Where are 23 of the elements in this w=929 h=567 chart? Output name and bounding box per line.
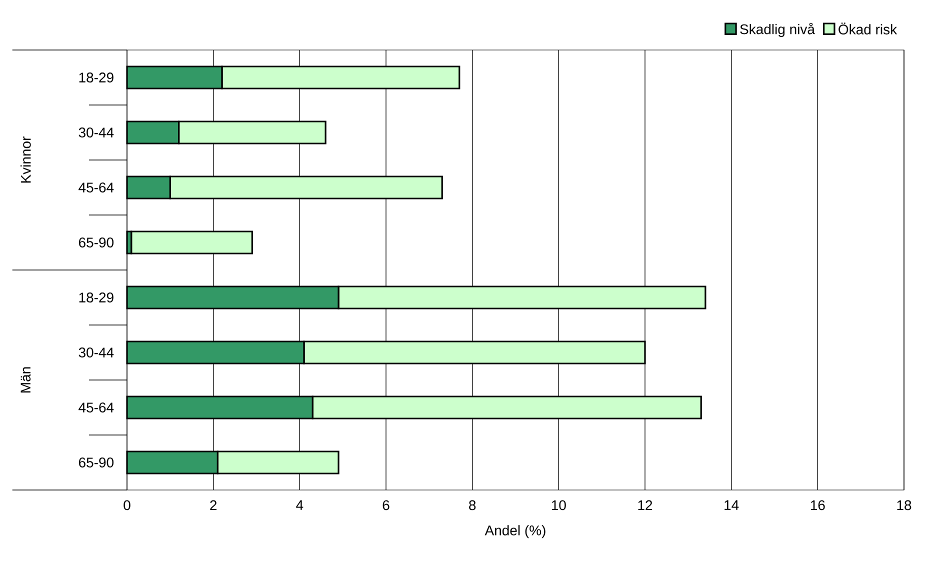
- legend-label: Ökad risk: [838, 22, 898, 34]
- x-tick-label: 14: [724, 500, 739, 510]
- y-tick-label: 45-64: [78, 182, 114, 192]
- x-tick-label: 2: [210, 500, 217, 510]
- y-tick-label: 65-90: [78, 458, 114, 468]
- y-tick-label: 65-90: [78, 238, 114, 248]
- y-tick-label: 18-29: [79, 72, 114, 82]
- y-tick-label: 45-64: [78, 402, 114, 412]
- x-tick-label: 8: [469, 500, 476, 510]
- x-tick-label: 0: [124, 500, 130, 510]
- text: Kvinnor: [20, 136, 31, 183]
- legend-label: Skadlig nivå: [740, 22, 815, 37]
- x-tick-label: 18: [897, 500, 912, 510]
- x-axis-title: Andel (%): [484, 525, 546, 538]
- x-tick-label: 16: [810, 500, 825, 510]
- x-tick-label: 6: [382, 500, 390, 510]
- text: Män: [20, 367, 31, 392]
- x-tick-label: 10: [552, 500, 566, 510]
- x-tick-label: 4: [296, 500, 304, 510]
- y-tick-label: 30-44: [78, 128, 114, 138]
- y-tick-label: 18-29: [79, 292, 114, 302]
- y-tick-label: 30-44: [78, 348, 114, 358]
- x-tick-label: 12: [638, 500, 652, 510]
